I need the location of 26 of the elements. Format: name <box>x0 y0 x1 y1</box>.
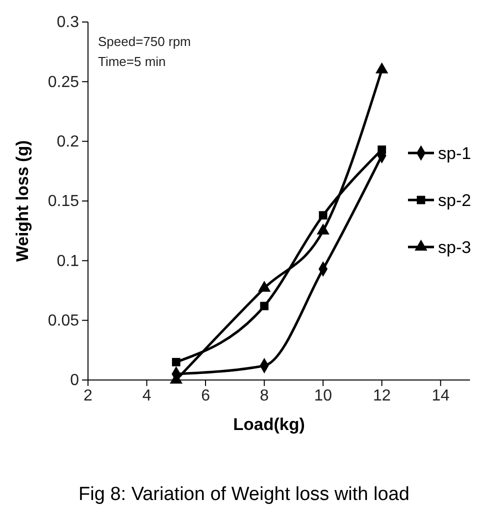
point <box>260 302 268 310</box>
x-tick-label: 10 <box>314 387 332 404</box>
x-axis-title: Load(kg) <box>233 415 305 434</box>
y-tick-label: 0 <box>70 372 80 390</box>
x-tick-label: 8 <box>260 387 269 404</box>
point <box>172 358 180 366</box>
x-tick-label: 14 <box>432 387 450 404</box>
legend-label: sp-2 <box>438 191 472 210</box>
x-tick-label: 6 <box>201 387 210 404</box>
x-tick-label: 4 <box>142 387 152 404</box>
y-tick-label: 0.2 <box>56 133 80 150</box>
annotation: Speed=750 rpm <box>98 34 191 49</box>
x-tick-label: 12 <box>372 387 391 404</box>
y-tick-label: 0.15 <box>48 193 80 210</box>
y-tick-label: 0.25 <box>48 74 80 91</box>
y-axis-title: Weight loss (g) <box>13 140 32 262</box>
y-tick-label: 0.3 <box>56 14 80 32</box>
x-tick-label: 2 <box>84 387 93 404</box>
y-tick-label: 0.05 <box>48 312 80 330</box>
legend-label: sp-1 <box>438 144 472 163</box>
y-tick-label: 0.1 <box>56 252 80 270</box>
legend-label: sp-3 <box>438 238 472 257</box>
annotation: Time=5 min <box>98 54 166 69</box>
point <box>378 146 386 154</box>
text: Fig 8: Variation of Weight loss with load <box>78 484 410 505</box>
point <box>318 211 328 220</box>
